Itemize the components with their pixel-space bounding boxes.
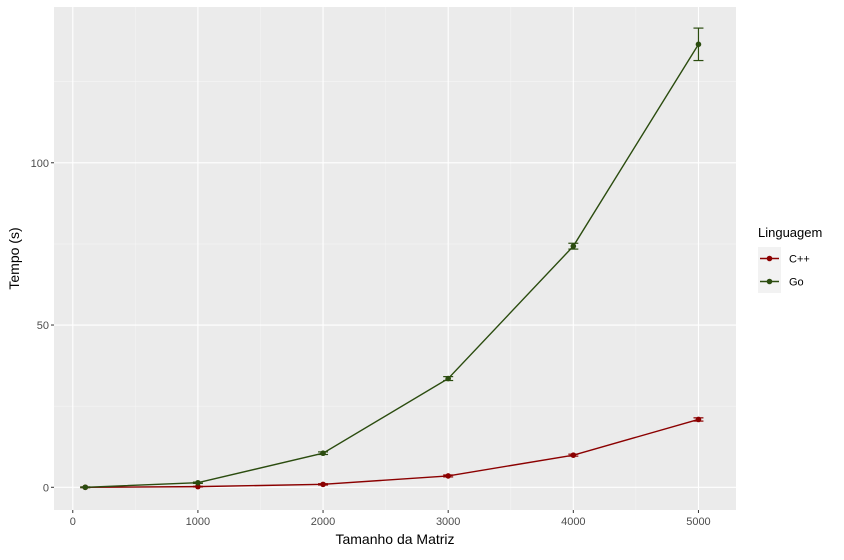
data-point — [695, 416, 702, 423]
legend-label: Go — [789, 277, 804, 289]
y-axis-title: Tempo (s) — [6, 227, 22, 289]
series-layer — [80, 27, 704, 491]
plot-panel — [54, 7, 736, 510]
legend-key-point — [766, 278, 773, 285]
data-point — [195, 479, 201, 486]
x-tick-label: 4000 — [561, 516, 585, 528]
y-tick-label: 50 — [37, 320, 49, 332]
data-point — [82, 484, 89, 491]
legend-key-point — [766, 255, 773, 262]
grid-lines — [54, 7, 736, 510]
axes: 0 1000 2000 3000 4000 5000 0 50 100 — [31, 158, 711, 528]
series-line — [85, 43, 700, 488]
y-tick-label: 0 — [43, 482, 49, 494]
y-tick-label: 100 — [31, 158, 49, 170]
x-tick-label: 5000 — [686, 516, 710, 528]
x-tick-label: 3000 — [436, 516, 460, 528]
data-point — [320, 481, 326, 488]
x-tick-label: 1000 — [186, 516, 210, 528]
data-point — [695, 41, 702, 48]
legend-label: C++ — [789, 254, 810, 266]
data-point — [445, 375, 451, 382]
data-point — [570, 452, 577, 458]
x-tick-label: 2000 — [311, 516, 335, 528]
data-point — [195, 483, 201, 490]
data-point — [570, 243, 577, 249]
x-axis-title: Tamanho da Matriz — [335, 531, 454, 547]
legend-title: Linguagem — [758, 225, 822, 240]
x-tick-label: 0 — [70, 516, 76, 528]
data-point — [320, 450, 326, 457]
series-line — [85, 418, 699, 488]
legend: Linguagem C++ Go — [758, 225, 822, 293]
data-point — [445, 473, 451, 479]
